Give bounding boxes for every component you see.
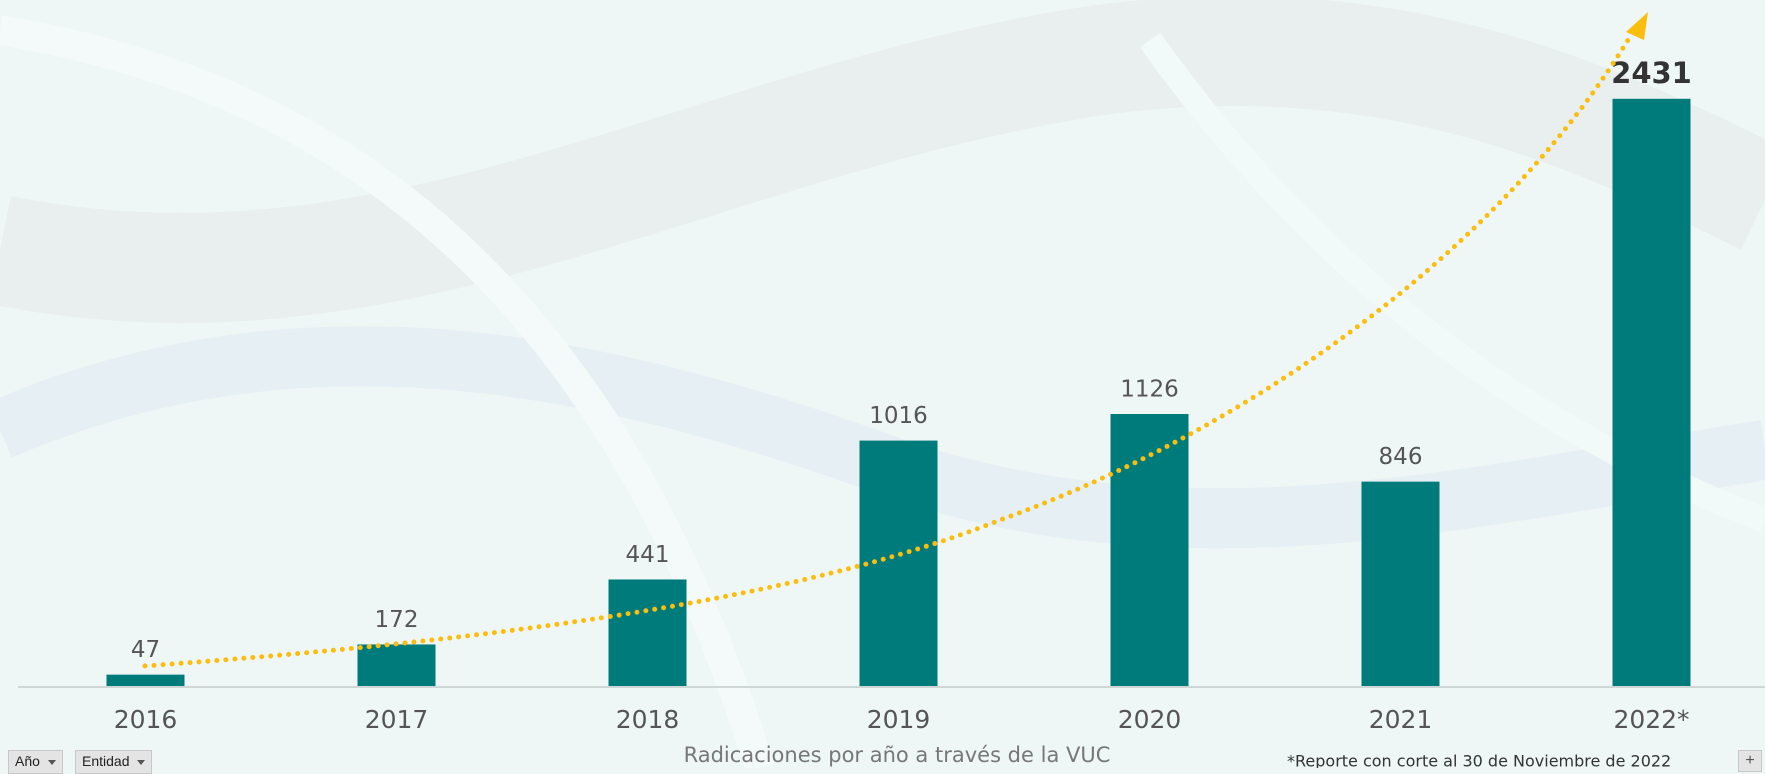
bar xyxy=(357,644,436,686)
swoosh xyxy=(0,0,1765,323)
bar xyxy=(1110,414,1189,686)
value-label: 2431 xyxy=(1611,56,1692,90)
x-tick-label: 2019 xyxy=(867,705,931,734)
x-tick-label: 2016 xyxy=(114,705,178,734)
value-label: 172 xyxy=(375,607,419,633)
filter-button[interactable]: Año xyxy=(8,750,63,774)
add-button[interactable]: + xyxy=(1738,750,1762,772)
value-label: 1126 xyxy=(1120,377,1179,403)
value-label: 441 xyxy=(626,542,670,568)
value-label: 1016 xyxy=(869,403,928,429)
x-tick-label: 2018 xyxy=(616,705,680,734)
swoosh xyxy=(0,15,775,768)
filter-button[interactable]: Entidad xyxy=(75,750,153,774)
x-tick-label: 2020 xyxy=(1118,705,1182,734)
value-label: 846 xyxy=(1379,444,1423,470)
x-tick-label: 2021 xyxy=(1369,705,1433,734)
trend-arrow xyxy=(1626,12,1648,40)
bar xyxy=(608,579,687,686)
value-label: 47 xyxy=(131,637,160,663)
trend-line xyxy=(142,37,1631,669)
x-tick-label: 2022* xyxy=(1613,705,1689,734)
bar xyxy=(859,440,938,686)
bars: 47 2016 172 2017 441 2018 1016 2019 1126 2020 846 2… xyxy=(106,56,1692,734)
x-tick-label: 2017 xyxy=(365,705,429,734)
bar xyxy=(1361,481,1440,686)
footnote: *Reporte con corte al 30 de Noviembre de… xyxy=(1287,752,1671,769)
x-axis-label: Radicaciones por año a través de la VUC xyxy=(684,743,1111,767)
bar xyxy=(1612,98,1691,687)
bar xyxy=(106,674,185,686)
